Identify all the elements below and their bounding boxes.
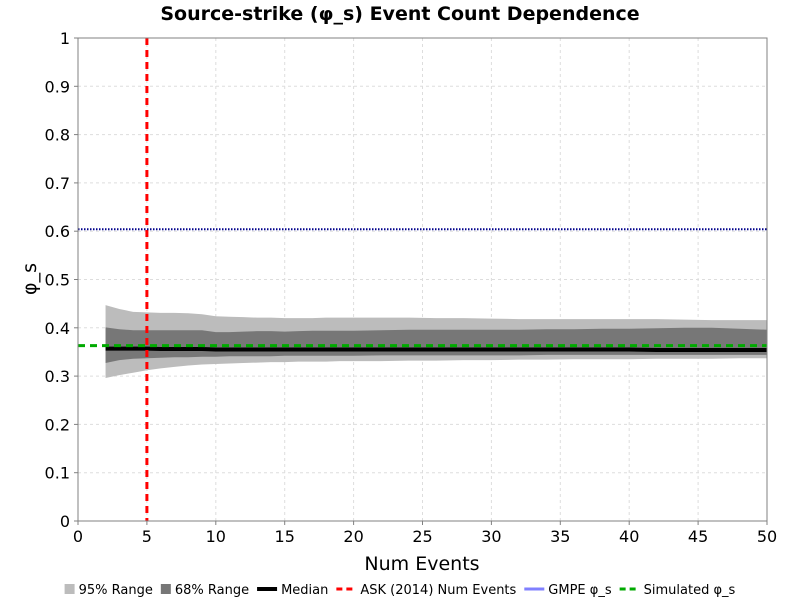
legend-item: Median [257, 583, 328, 598]
x-tick-label: 0 [73, 527, 83, 546]
x-tick-label: 15 [275, 527, 295, 546]
y-tick-label: 0.2 [45, 415, 70, 434]
y-tick-label: 0.7 [45, 174, 70, 193]
y-tick-label: 0.6 [45, 222, 70, 241]
median-line [105, 346, 767, 353]
legend: 95% Range 68% Range Median ASK (2014) Num E… [64, 583, 736, 598]
legend-label: GMPE φ_s [548, 583, 612, 598]
x-tick-label: 5 [142, 527, 152, 546]
x-axis-title: Num Events [364, 553, 479, 575]
legend-label: 95% Range [79, 583, 153, 598]
y-tick-label: 0.8 [45, 126, 70, 145]
legend-swatch [160, 584, 171, 594]
y-tick-label: 0 [60, 512, 70, 531]
y-axis-title: φ_s [19, 263, 41, 295]
legend-item: Simulated φ_s [619, 583, 736, 598]
band-68-range [105, 327, 767, 364]
y-tick-label: 0.5 [45, 271, 70, 290]
x-tick-label: 10 [206, 527, 226, 546]
legend-swatch [64, 584, 75, 594]
y-tick-label: 1 [60, 29, 70, 48]
y-tick-label: 0.9 [45, 77, 70, 96]
legend-item: GMPE φ_s [524, 583, 612, 598]
gridlines [78, 38, 767, 521]
legend-label: ASK (2014) Num Events [360, 583, 516, 598]
x-tick-label: 50 [757, 527, 777, 546]
x-tick-label: 30 [481, 527, 501, 546]
series-lines [78, 38, 767, 521]
x-tick-label: 40 [619, 527, 639, 546]
legend-item: 95% Range [64, 583, 153, 598]
legend-label: 68% Range [175, 583, 249, 598]
y-tick-label: 0.3 [45, 367, 70, 386]
x-tick-label: 45 [688, 527, 708, 546]
legend-label: Simulated φ_s [644, 583, 736, 598]
y-tick-label: 0.4 [45, 319, 70, 338]
axis-ticks: 0 5 10 15 20 25 30 35 40 45 50 0 0.1 0.2 0.3 0.4 0.5 0.6 0… [45, 29, 778, 546]
legend-item: 68% Range [160, 583, 249, 598]
x-tick-label: 35 [550, 527, 570, 546]
legend-item: ASK (2014) Num Events [336, 583, 517, 598]
range-bands [105, 305, 767, 379]
x-tick-label: 20 [343, 527, 363, 546]
chart-title: Source-strike (φ_s) Event Count Dependen… [160, 3, 639, 25]
legend-label: Median [281, 583, 328, 598]
x-tick-label: 25 [412, 527, 432, 546]
y-tick-label: 0.1 [45, 464, 70, 483]
